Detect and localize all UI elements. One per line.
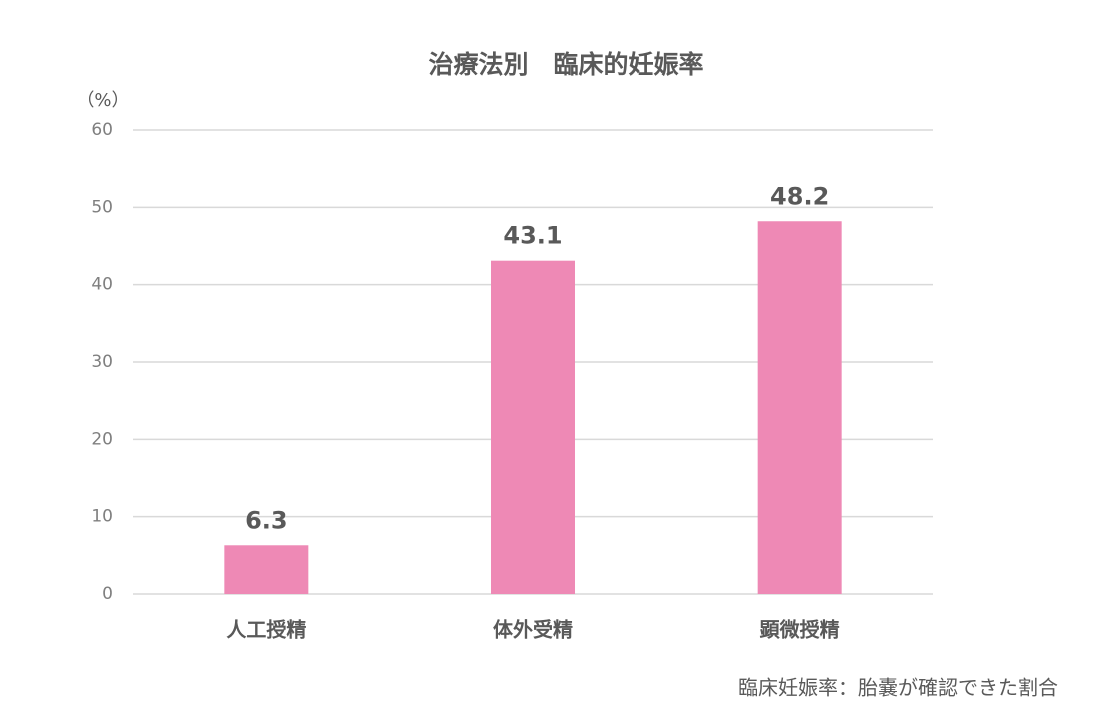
y-tick-label: 40: [91, 275, 113, 295]
y-tick-label: 10: [91, 507, 113, 527]
x-tick-label: 体外受精: [493, 618, 573, 642]
y-tick-label: 50: [91, 197, 113, 217]
bar: [757, 221, 842, 594]
note: 臨床妊娠率：胎嚢が確認できた割合: [738, 676, 1058, 700]
bar: [224, 545, 309, 594]
x-tick-label: 顕微授精: [760, 618, 840, 642]
value-label: 48.2: [770, 182, 829, 210]
chart-title: 治療法別 臨床的妊娠率: [428, 50, 703, 79]
value-label: 6.3: [245, 506, 288, 534]
bar: [491, 260, 575, 594]
y-tick-label: 20: [91, 429, 113, 449]
value-label: 43.1: [503, 222, 562, 250]
x-tick-label: 人工授精: [226, 618, 306, 642]
y-axis-label: （%）: [76, 90, 129, 111]
y-tick-label: 0: [102, 584, 113, 604]
y-tick-label: 60: [91, 120, 113, 140]
y-tick-label: 30: [91, 352, 113, 372]
